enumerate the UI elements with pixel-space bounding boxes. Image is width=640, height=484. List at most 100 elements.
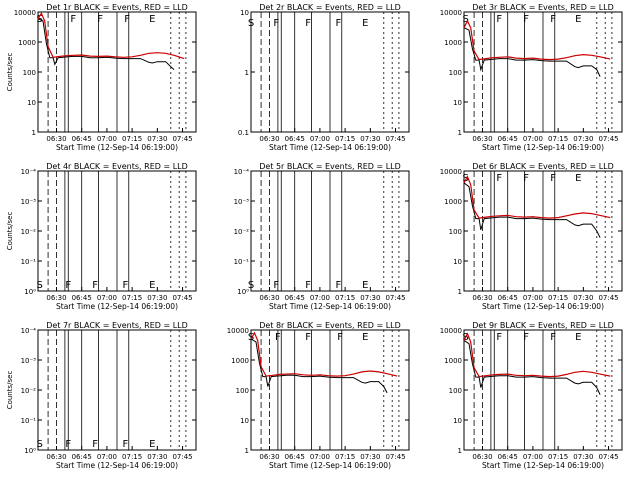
segment-marker-F: F [523, 14, 529, 25]
det-panel-8: Det 8r BLACK = Events, RED = LLD 1 10 100 10… [227, 321, 410, 470]
segment-marker-F: F [65, 280, 71, 291]
x-tick-label: 07:30 [360, 294, 380, 302]
x-tick-label: 07:30 [147, 453, 167, 461]
y-tick-label: 10 [453, 417, 462, 425]
panel-title: Det 6r BLACK = Events, RED = LLD [472, 162, 614, 171]
y-tick-label: 10⁻¹ [234, 258, 250, 266]
segment-marker-S: S [463, 14, 469, 25]
y-tick-label: 10⁰ [24, 288, 36, 296]
x-tick-label: 07:45 [598, 135, 618, 143]
panel-title: Det 4r BLACK = Events, RED = LLD [46, 162, 188, 171]
panel-title: Det 9r BLACK = Events, RED = LLD [472, 321, 614, 330]
y-tick-label: 1000 [444, 198, 462, 206]
y-tick-label: 10⁻³ [21, 357, 37, 365]
x-tick-label: 07:00 [310, 294, 330, 302]
x-tick-label: 06:30 [259, 135, 279, 143]
y-tick-label: 10000 [440, 327, 462, 335]
x-tick-label: 06:45 [72, 453, 92, 461]
segment-marker-F: F [70, 14, 76, 25]
x-tick-label: 06:45 [498, 453, 518, 461]
x-tick-label: 06:30 [46, 135, 66, 143]
events-series-line [463, 27, 601, 77]
segment-marker-E: E [575, 173, 581, 184]
segment-marker-F: F [92, 280, 98, 291]
panel-title: Det 7r BLACK = Events, RED = LLD [46, 321, 188, 330]
x-tick-label: 06:30 [259, 294, 279, 302]
y-tick-label: 1000 [444, 39, 462, 47]
x-axis-label: Start Time (12-Sep-14 06:19:00) [482, 302, 604, 311]
lld-series-line [37, 12, 185, 60]
segment-marker-F: F [92, 439, 98, 450]
x-tick-label: 07:00 [97, 135, 117, 143]
x-axis-label: Start Time (12-Sep-14 06:19:00) [56, 302, 178, 311]
y-tick-label: 100 [23, 69, 36, 77]
x-tick-label: 07:15 [548, 453, 568, 461]
segment-marker-F: F [336, 18, 342, 29]
segment-marker-S: S [248, 18, 254, 29]
x-axis-label: Start Time (12-Sep-14 06:19:00) [269, 143, 391, 152]
segment-marker-F: F [550, 173, 556, 184]
y-tick-label: 10⁻³ [21, 198, 37, 206]
y-tick-label: 10000 [227, 327, 249, 335]
x-tick-label: 07:15 [122, 135, 142, 143]
y-tick-label: 1000 [18, 39, 36, 47]
y-tick-label: 1 [245, 69, 249, 77]
x-tick-label: 07:00 [523, 294, 543, 302]
x-tick-label: 06:30 [472, 453, 492, 461]
x-tick-label: 07:45 [385, 453, 405, 461]
y-tick-label: 10⁻¹ [21, 417, 37, 425]
segment-marker-F: F [337, 332, 343, 343]
x-tick-label: 07:30 [573, 294, 593, 302]
x-tick-label: 06:30 [259, 453, 279, 461]
y-tick-label: 10⁻⁴ [21, 168, 37, 176]
segment-marker-F: F [336, 280, 342, 291]
det-panel-7: Det 7r BLACK = Events, RED = LLD 10⁰ 10⁻¹ 1… [6, 321, 197, 470]
y-tick-label: 10 [240, 417, 249, 425]
y-tick-label: 10 [27, 99, 36, 107]
y-tick-label: 1 [32, 129, 36, 137]
y-tick-label: 10⁰ [237, 288, 249, 296]
y-tick-label: 100 [449, 69, 462, 77]
y-tick-label: 1000 [444, 357, 462, 365]
events-series-line [37, 18, 175, 70]
x-tick-label: 07:15 [122, 453, 142, 461]
segment-marker-F: F [550, 332, 556, 343]
x-axis-label: Start Time (12-Sep-14 06:19:00) [269, 302, 391, 311]
segment-marker-F: F [124, 14, 130, 25]
panel-title: Det 3r BLACK = Events, RED = LLD [472, 3, 614, 12]
lld-series-line [463, 175, 611, 219]
y-tick-label: 10⁻² [21, 228, 37, 236]
events-series-line [463, 339, 601, 395]
y-tick-label: 10000 [14, 9, 36, 17]
y-tick-label: 10 [453, 258, 462, 266]
y-tick-label: 10 [240, 9, 249, 17]
panel-title: Det 2r BLACK = Events, RED = LLD [259, 3, 401, 12]
x-tick-label: 07:30 [360, 453, 380, 461]
x-axis-label: Start Time (12-Sep-14 06:19:00) [56, 461, 178, 470]
y-tick-label: 10⁻³ [234, 198, 250, 206]
x-tick-label: 07:45 [172, 135, 192, 143]
lld-series-line [463, 19, 611, 61]
segment-marker-S: S [37, 280, 43, 291]
y-tick-label: 10⁻⁴ [234, 168, 250, 176]
x-tick-label: 07:15 [335, 294, 355, 302]
det-panel-2: Det 2r BLACK = Events, RED = LLD 0.1 1 10 06… [238, 3, 410, 152]
x-tick-label: 07:45 [385, 294, 405, 302]
segment-marker-E: E [149, 439, 155, 450]
y-tick-label: 0.1 [238, 129, 249, 137]
y-tick-label: 10⁻⁴ [21, 327, 37, 335]
y-tick-label: 1 [458, 288, 462, 296]
det-panel-6: Det 6r BLACK = Events, RED = LLD 1 10 100 10… [440, 162, 623, 311]
x-tick-label: 07:45 [598, 453, 618, 461]
segment-marker-F: F [496, 14, 502, 25]
y-axis-label: Counts/sec [6, 53, 14, 92]
x-tick-label: 07:30 [147, 294, 167, 302]
segment-marker-F: F [305, 280, 311, 291]
x-tick-label: 07:00 [97, 294, 117, 302]
segment-marker-F: F [275, 332, 281, 343]
x-tick-label: 06:30 [46, 453, 66, 461]
segment-marker-E: E [362, 332, 368, 343]
x-tick-label: 07:15 [548, 294, 568, 302]
